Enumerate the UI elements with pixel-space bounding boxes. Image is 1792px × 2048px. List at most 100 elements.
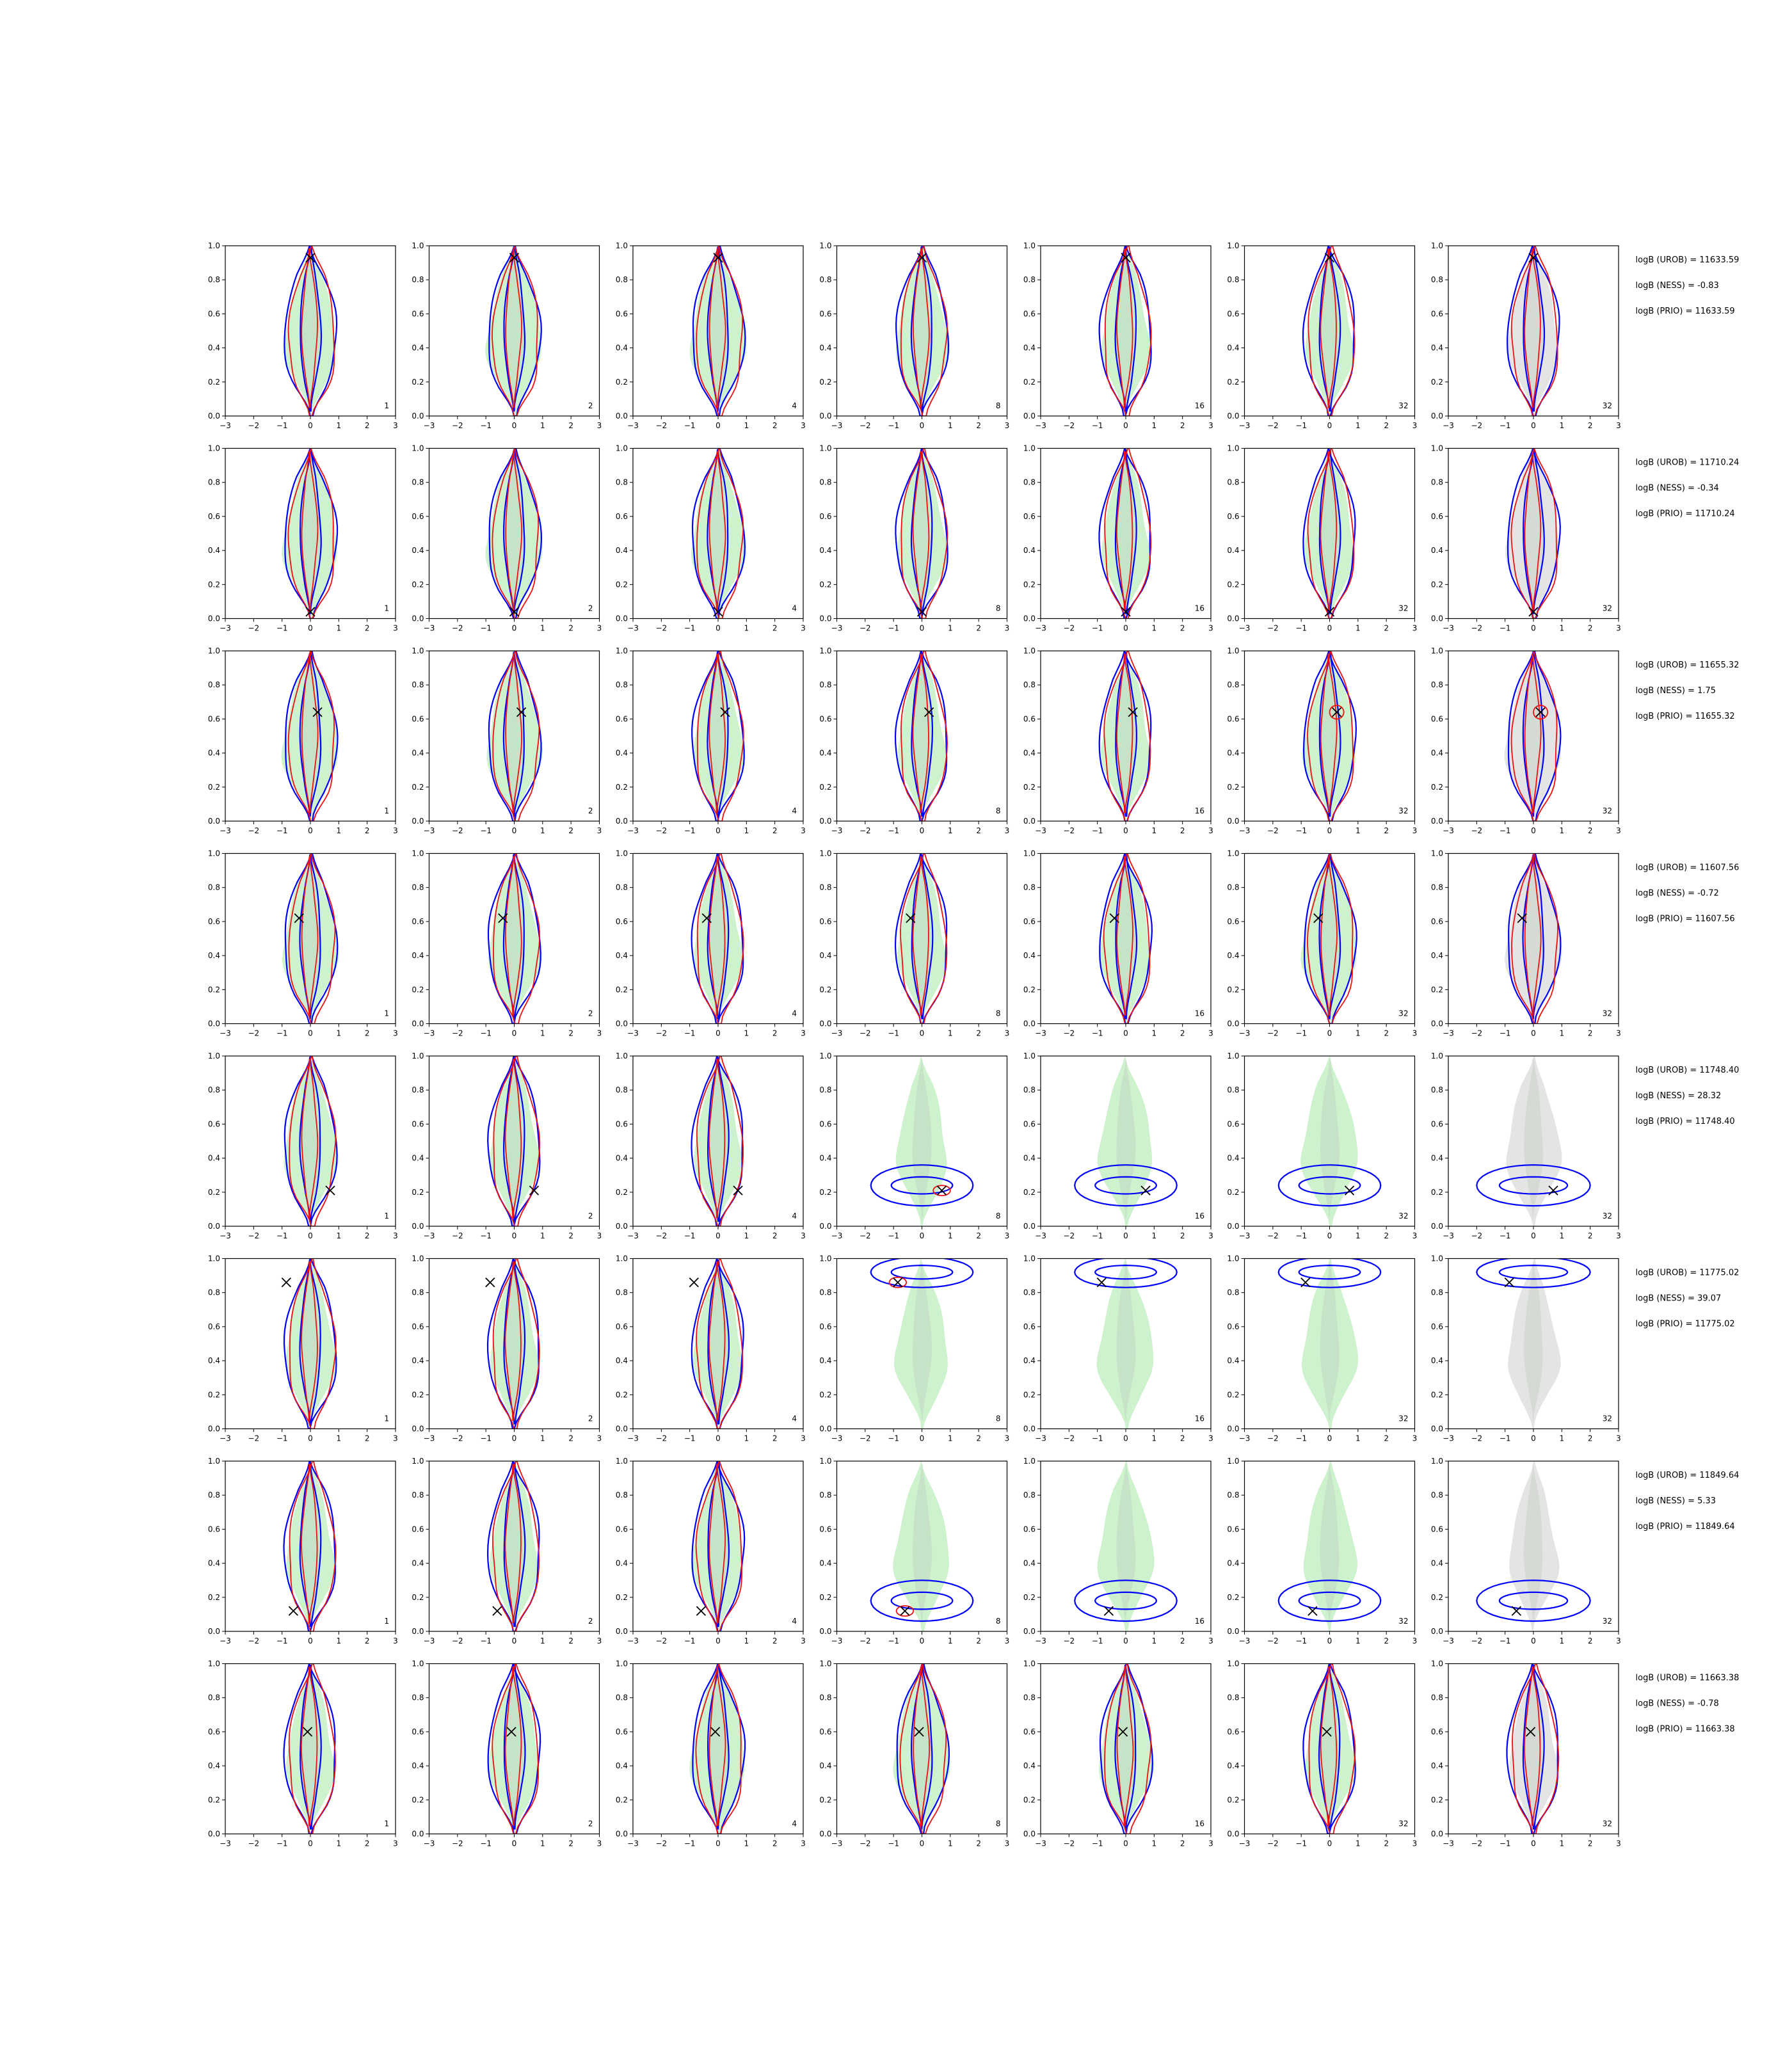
blue-contour-inner [1318,246,1341,412]
x-tick-label: −3 [1239,624,1251,633]
x-tick-label: 2 [1180,624,1185,633]
log-evidence-line: logB (PRIO) = 11607.56 [1636,915,1735,924]
y-tick-label: 1.0 [208,1052,220,1060]
density-fill [1305,246,1355,416]
red-contour-inner [708,1464,726,1624]
true-value-marker [1140,1185,1151,1196]
x-tick-label: −2 [1063,1636,1075,1645]
y-tick-label: 0.0 [1431,817,1443,826]
panel-label: 4 [792,1820,797,1828]
y-tick-label: 0.0 [1431,1020,1443,1028]
x-tick-label: 0 [1123,624,1128,633]
x-tick-label: −3 [1035,1231,1046,1240]
y-tick-label: 0.4 [1431,1154,1443,1163]
panel-r7-c5: −3 −2 −1 0 1 2 3 0.0 0.2 0.4 0.6 0.8 1.0 16 [1023,1457,1213,1645]
y-tick-label: 1.0 [1227,849,1239,858]
y-tick-label: 0.6 [819,1119,831,1128]
y-tick-label: 0.8 [819,478,831,487]
y-tick-label: 0.0 [1431,412,1443,420]
x-tick-label: 0 [1531,1231,1536,1240]
y-tick-label: 0.6 [208,1322,220,1331]
panel-r7-c1: −3 −2 −1 0 1 2 3 0.0 0.2 0.4 0.6 0.8 1.0 1 [208,1457,398,1645]
plot-area [895,246,950,416]
red-contour-outer [1307,448,1355,619]
panel-r5-c3: −3 −2 −1 0 1 2 3 0.0 0.2 0.4 0.6 0.8 1.0 4 [616,1052,806,1240]
x-tick-label: 0 [308,826,313,835]
x-tick-label: −2 [655,1839,667,1848]
x-tick-label: −1 [684,1839,696,1848]
y-tick-label: 1.0 [208,1254,220,1263]
y-tick-label: 1.0 [1023,1660,1036,1668]
x-tick-label: −3 [627,1029,639,1038]
y-tick-label: 1.0 [1023,444,1036,453]
blue-contour-inner [299,1057,321,1222]
y-tick-label: 0.2 [412,1795,424,1804]
red-contour-outer [899,1663,947,1834]
y-tick-label: 0.2 [1227,378,1239,387]
x-tick-label: −3 [831,624,843,633]
blue-contour-outer [1098,246,1152,416]
x-tick-label: −3 [1443,1231,1454,1240]
y-tick-label: 0.8 [208,1085,220,1094]
x-tick-label: −3 [424,1231,435,1240]
y-tick-label: 0.8 [1431,1288,1443,1297]
y-tick-label: 0.2 [819,1188,831,1197]
x-tick-label: −3 [1035,1636,1046,1645]
y-tick-label: 0.0 [208,412,220,420]
x-tick-label: −2 [1267,1636,1279,1645]
panel-r6-c2: −3 −2 −1 0 1 2 3 0.0 0.2 0.4 0.6 0.8 1.0 2 [412,1254,602,1443]
x-tick-label: 0 [1123,1636,1128,1645]
red-contour-outer [288,1663,336,1834]
y-tick-label: 0.8 [616,478,628,487]
x-tick-label: −1 [888,1636,899,1645]
density-fill [895,1056,947,1226]
y-tick-label: 0.6 [1431,1119,1443,1128]
blue-contour-outer [691,853,744,1024]
density-core [1524,1059,1544,1218]
y-tick-label: 0.2 [412,985,424,994]
y-tick-label: 0.6 [616,714,628,723]
true-value-marker [294,913,304,924]
red-contour-outer [1510,448,1558,619]
x-tick-label: −3 [1239,1434,1251,1443]
x-tick-label: 2 [1588,1636,1593,1645]
y-tick-label: 0.4 [412,1559,424,1568]
x-tick-label: 3 [1412,421,1418,430]
x-tick-label: −3 [220,421,231,430]
y-tick-label: 0.2 [208,1795,220,1804]
y-tick-label: 0.4 [616,1559,628,1568]
density-core [1320,856,1340,1016]
blue-contour-inner [911,652,934,817]
x-tick-label: −1 [480,421,492,430]
panel-label: 8 [996,401,1001,410]
blue-contour-outer [283,1461,337,1631]
y-tick-label: 0.2 [616,1188,628,1197]
y-tick-label: 0.8 [616,275,628,284]
density-fill [897,448,948,619]
x-tick-label: −2 [1471,1839,1482,1848]
density-core [708,1464,728,1623]
red-contour-inner [1116,1666,1134,1827]
x-tick-label: −3 [220,1434,231,1443]
blue-contour-outer [895,448,948,619]
x-tick-label: 3 [1616,1839,1621,1848]
panel-label: 1 [384,1212,389,1220]
plot-area [1302,246,1356,416]
blue-contour-outer [1302,448,1356,619]
x-tick-label: −2 [1267,1839,1279,1848]
y-tick-label: 0.0 [616,1425,628,1434]
x-tick-label: 1 [948,1231,953,1240]
x-tick-label: −2 [1471,1231,1482,1240]
true-value-marker [492,1606,502,1616]
y-tick-label: 1.0 [1227,1052,1239,1060]
red-contour-inner [1320,1666,1338,1827]
blue-contour-inner [707,1057,730,1222]
x-tick-label: −2 [1471,1636,1482,1645]
plot-area [283,246,338,416]
y-tick-label: 1.0 [1431,1457,1443,1466]
density-fill [898,651,948,821]
true-value-marker [696,1606,707,1616]
y-tick-label: 1.0 [1227,646,1239,655]
blue-contour-outer [1099,853,1153,1024]
